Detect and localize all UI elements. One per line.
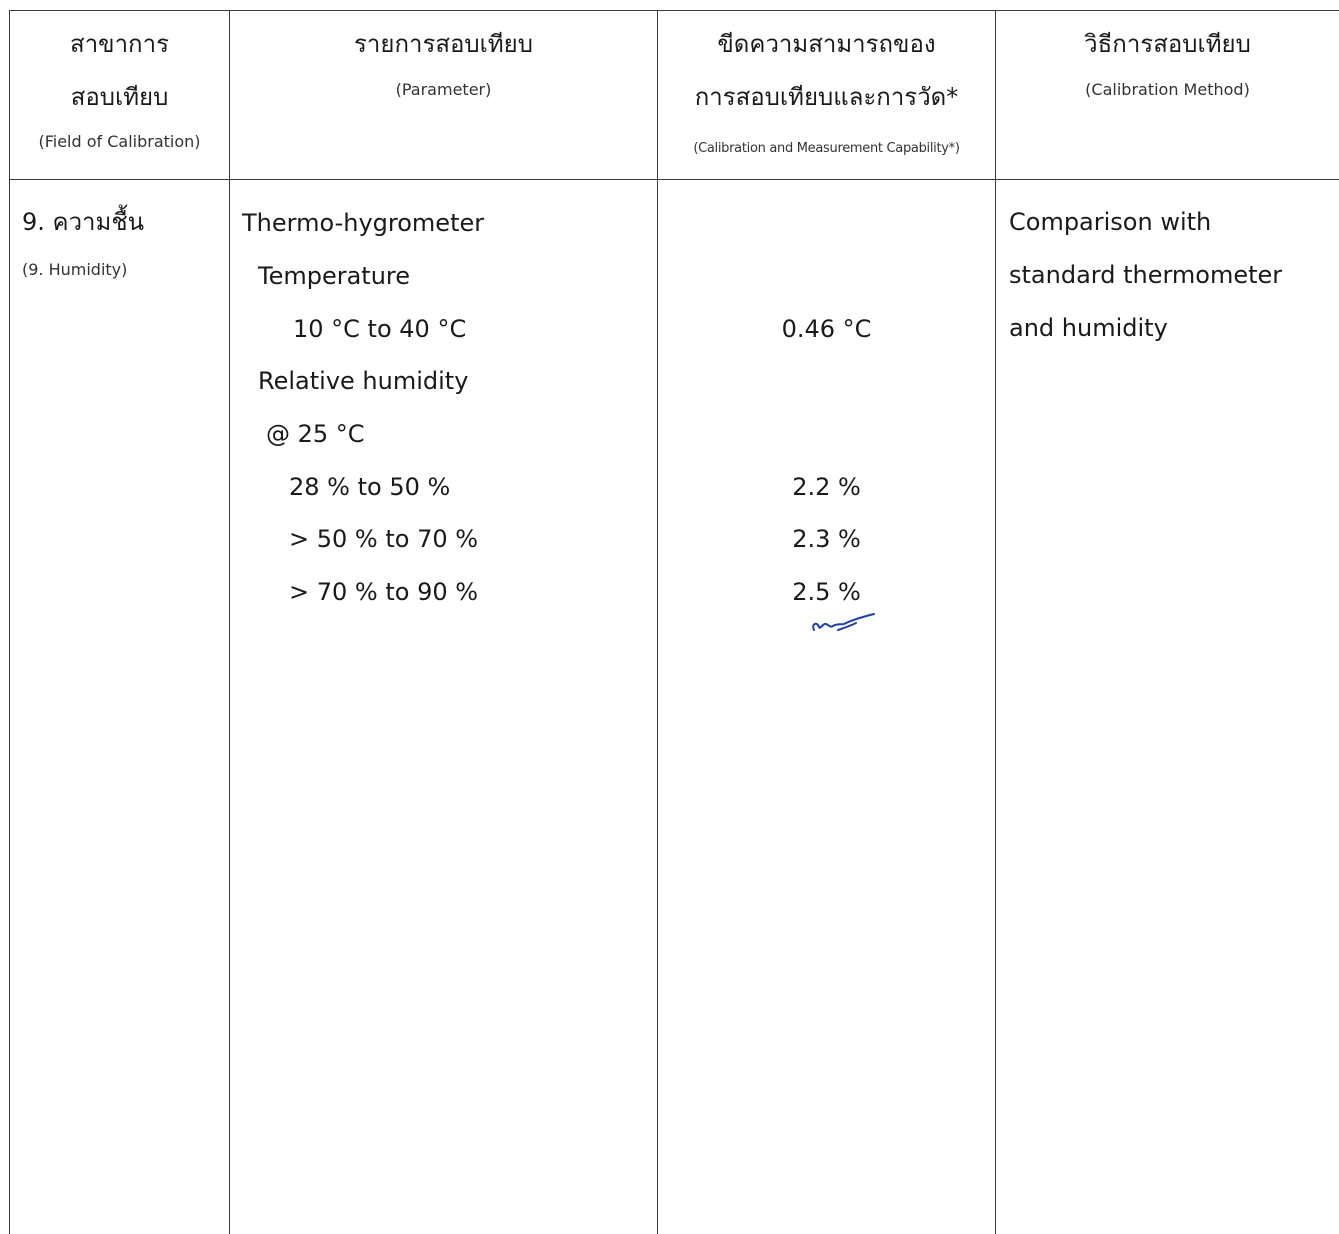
header-capability-th-line1: ขีดความสามารถของ <box>717 30 936 58</box>
header-parameter-en: (Parameter) <box>395 80 492 99</box>
parameter-humidity-range-2: > 50 % to 70 % <box>289 525 479 553</box>
header-field-th-line2: สอบเทียบ <box>70 83 169 111</box>
method-line-3: and humidity <box>1009 314 1168 342</box>
capability-temperature: 0.46 °C <box>781 315 872 343</box>
parameter-humidity-range-3: > 70 % to 90 % <box>289 578 479 606</box>
field-en: (9. Humidity) <box>22 260 128 279</box>
column-divider-3 <box>995 10 996 1234</box>
table-top-border <box>10 10 1339 11</box>
parameter-temperature: Temperature <box>258 262 411 290</box>
header-method-th: วิธีการสอบเทียบ <box>1084 30 1251 58</box>
header-method-en: (Calibration Method) <box>1085 80 1250 99</box>
header-parameter-th: รายการสอบเทียบ <box>354 30 533 58</box>
parameter-temperature-range: 10 °C to 40 °C <box>293 315 467 343</box>
capability-humidity-3: 2.5 % <box>792 578 861 606</box>
header-field-en: (Field of Calibration) <box>38 132 201 151</box>
parameter-instrument: Thermo-hygrometer <box>242 209 485 237</box>
column-divider-2 <box>657 10 658 1234</box>
method-line-2: standard thermometer <box>1009 261 1283 289</box>
signature-initials <box>812 613 875 631</box>
capability-humidity-1: 2.2 % <box>792 473 861 501</box>
capability-humidity-2: 2.3 % <box>792 525 861 553</box>
header-bottom-border <box>10 179 1339 180</box>
parameter-humidity-range-1: 28 % to 50 % <box>289 473 451 501</box>
header-capability-en: (Calibration and Measurement Capability*… <box>693 141 960 156</box>
method-line-1: Comparison with <box>1009 208 1212 236</box>
parameter-humidity-condition: @ 25 °C <box>266 420 365 448</box>
column-divider-1 <box>229 10 230 1234</box>
header-field-th-line1: สาขาการ <box>70 30 169 58</box>
field-th: 9. ความชื้น <box>22 208 145 236</box>
column-divider-left <box>9 10 10 1234</box>
parameter-relative-humidity: Relative humidity <box>258 367 469 395</box>
header-capability-th-line2: การสอบเทียบและการวัด* <box>694 83 959 111</box>
